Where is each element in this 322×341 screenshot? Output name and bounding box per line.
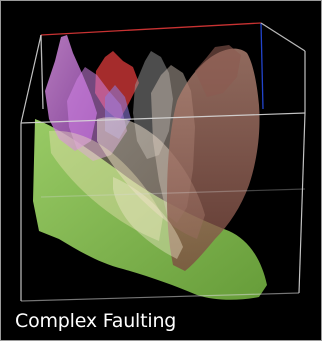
fault-surface-pale-2 (49, 130, 163, 241)
bounding-box-front (20, 34, 306, 302)
fault-surface-brown-back (195, 45, 241, 97)
fault-surface-highlight (113, 177, 183, 259)
image-caption: Complex Faulting (15, 310, 177, 332)
fault-surface-brown (167, 48, 260, 272)
bounding-box-back (40, 22, 306, 110)
horizon-surface (33, 119, 267, 300)
